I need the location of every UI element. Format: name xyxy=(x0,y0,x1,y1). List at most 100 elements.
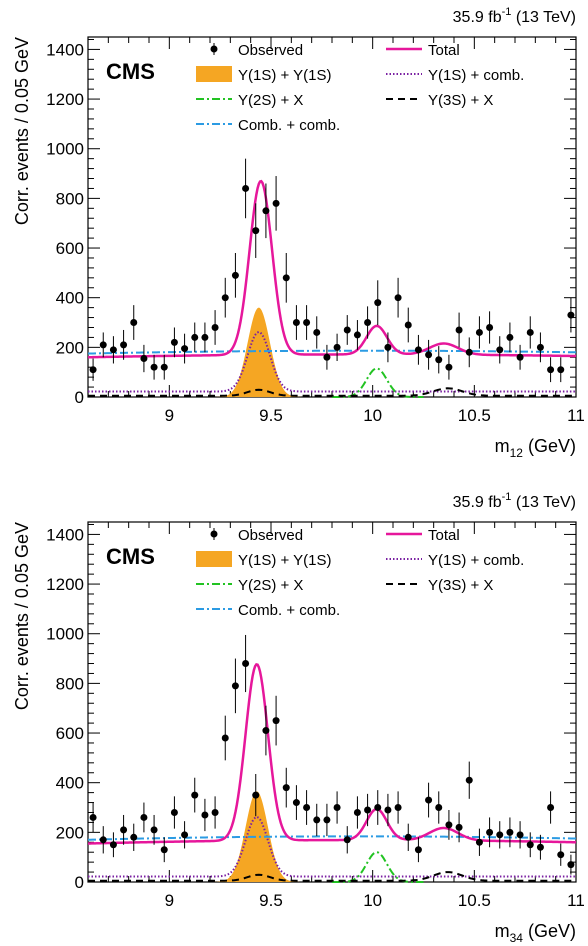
x-tick-label: 9 xyxy=(165,891,174,910)
x-tick-label: 9 xyxy=(165,406,174,425)
observed-point xyxy=(506,828,514,836)
observed-point xyxy=(170,338,178,346)
observed-point xyxy=(252,227,260,235)
observed-point xyxy=(455,326,463,334)
y-tick-label: 200 xyxy=(56,823,84,842)
observed-point xyxy=(435,804,443,812)
curve-1s-comb xyxy=(88,330,576,393)
legend-symbol xyxy=(210,43,218,55)
observed-point xyxy=(221,734,229,742)
observed-point xyxy=(242,660,250,668)
y-tick-label: 400 xyxy=(56,289,84,308)
observed-point xyxy=(323,816,331,824)
observed-point xyxy=(425,796,433,804)
observed-points xyxy=(89,634,575,875)
observed-point xyxy=(160,846,168,854)
legend-fill-swatch xyxy=(196,551,232,567)
observed-point xyxy=(455,823,463,831)
observed-point xyxy=(486,828,494,836)
y-axis-label: Corr. events / 0.05 GeV xyxy=(12,522,32,710)
x-tick-label: 10.5 xyxy=(458,406,491,425)
observed-point xyxy=(384,806,392,814)
legend-label: Υ(3S) + X xyxy=(428,577,493,594)
lumi-value: 35.9 fb xyxy=(453,9,502,26)
plot-frame xyxy=(87,521,577,883)
observed-point xyxy=(567,311,575,319)
legend: Observed Total Υ(1S) + Υ(1S) Υ(1S) + comb. Υ… xyxy=(196,527,524,619)
observed-point xyxy=(130,833,138,841)
observed-point xyxy=(120,341,128,349)
legend-marker xyxy=(210,530,218,538)
x-label-sub: 34 xyxy=(510,931,524,945)
curve-1s-comb xyxy=(88,815,576,878)
curve-2s-x xyxy=(332,367,424,398)
x-ticks: 9 9.5 10 10.5 11 xyxy=(107,37,585,425)
observed-point xyxy=(282,784,290,792)
observed-point xyxy=(262,207,270,215)
y-tick-label: 800 xyxy=(56,674,84,693)
curve-3s-x xyxy=(88,387,576,397)
legend-label: Υ(1S) + comb. xyxy=(428,552,524,569)
x-tick-label: 9.5 xyxy=(259,406,283,425)
observed-point xyxy=(313,816,321,824)
legend-symbol xyxy=(196,551,232,567)
observed-point xyxy=(496,346,504,354)
lumi-unit-sup: -1 xyxy=(502,491,512,503)
legend-marker xyxy=(210,45,218,53)
y-tick-label: 800 xyxy=(56,189,84,208)
lumi-value: 35.9 fb xyxy=(453,494,502,511)
y-tick-label: 1400 xyxy=(46,525,84,544)
observed-point xyxy=(384,343,392,351)
lumi-energy: (13 TeV) xyxy=(511,9,576,26)
y-tick-label: 1000 xyxy=(46,140,84,159)
x-tick-label: 10.5 xyxy=(458,891,491,910)
observed-point xyxy=(191,333,199,341)
lumi-label: 35.9 fb-1 (13 TeV) xyxy=(453,6,576,26)
curve-2s-x xyxy=(332,851,424,883)
y-tick-label: 200 xyxy=(56,338,84,357)
observed-point xyxy=(526,328,534,336)
legend-label: Comb. + comb. xyxy=(238,117,340,134)
observed-point xyxy=(353,808,361,816)
observed-point xyxy=(364,319,372,327)
observed-point xyxy=(465,776,473,784)
plot-frame xyxy=(87,36,577,398)
observed-point xyxy=(506,333,514,341)
observed-point xyxy=(130,319,138,327)
observed-point xyxy=(567,861,575,869)
observed-point xyxy=(364,806,372,814)
cms-label: CMS xyxy=(106,59,155,84)
curve-total xyxy=(87,662,577,845)
x-label-sub: 12 xyxy=(510,446,524,460)
x-label-main: m xyxy=(495,436,510,456)
curves xyxy=(87,179,577,398)
observed-point xyxy=(557,366,565,374)
observed-point xyxy=(547,366,555,374)
observed-point xyxy=(394,804,402,812)
y-tick-label: 400 xyxy=(56,774,84,793)
observed-point xyxy=(292,799,300,807)
x-label-unit: (GeV) xyxy=(523,436,576,456)
x-tick-label: 11 xyxy=(567,406,585,425)
observed-point xyxy=(536,843,544,851)
observed-point xyxy=(150,826,158,834)
observed-point xyxy=(89,813,97,821)
observed-point xyxy=(150,363,158,371)
observed-point xyxy=(394,294,402,302)
observed-point xyxy=(425,351,433,359)
y-ticks: 0 200 400 600 800 1000 1200 1400 xyxy=(46,523,576,892)
observed-point xyxy=(313,328,321,336)
observed-point xyxy=(231,682,239,690)
legend-label: Υ(1S) + Υ(1S) xyxy=(238,552,332,569)
y-tick-label: 0 xyxy=(75,388,84,407)
y-tick-label: 0 xyxy=(75,873,84,892)
y-tick-label: 1200 xyxy=(46,575,84,594)
x-tick-label: 10 xyxy=(363,406,382,425)
observed-point xyxy=(404,321,412,329)
legend-symbol xyxy=(210,528,218,540)
legend-symbol xyxy=(196,66,232,82)
observed-point xyxy=(181,345,189,353)
x-tick-label: 11 xyxy=(567,891,585,910)
legend-label: Υ(3S) + X xyxy=(428,92,493,109)
observed-point xyxy=(252,791,260,799)
